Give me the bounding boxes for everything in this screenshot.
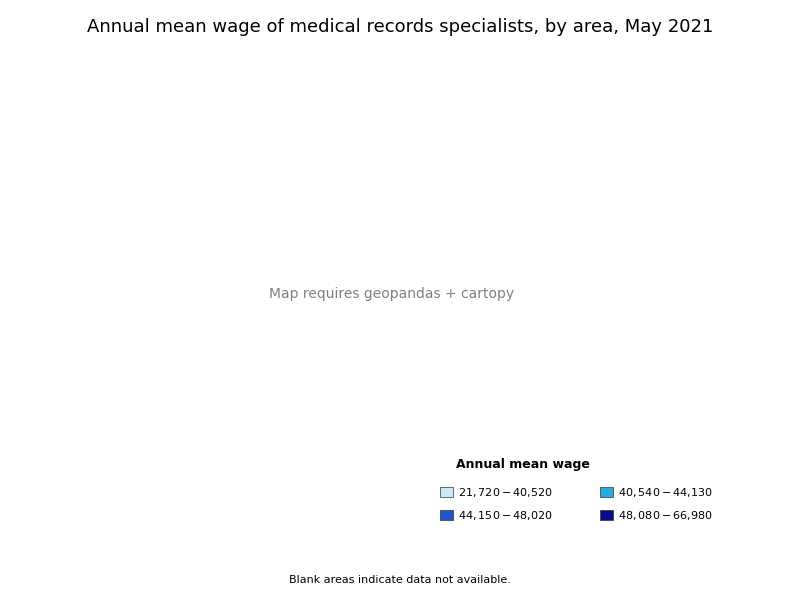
Text: $40,540 - $44,130: $40,540 - $44,130 bbox=[618, 486, 713, 499]
Text: $44,150 - $48,020: $44,150 - $48,020 bbox=[458, 509, 553, 521]
Text: $21,720 - $40,520: $21,720 - $40,520 bbox=[458, 486, 553, 499]
Text: Annual mean wage of medical records specialists, by area, May 2021: Annual mean wage of medical records spec… bbox=[87, 18, 713, 36]
Text: $48,080 - $66,980: $48,080 - $66,980 bbox=[618, 509, 713, 521]
Text: Annual mean wage: Annual mean wage bbox=[456, 458, 590, 471]
Text: Map requires geopandas + cartopy: Map requires geopandas + cartopy bbox=[270, 287, 514, 301]
Text: Blank areas indicate data not available.: Blank areas indicate data not available. bbox=[289, 575, 511, 585]
